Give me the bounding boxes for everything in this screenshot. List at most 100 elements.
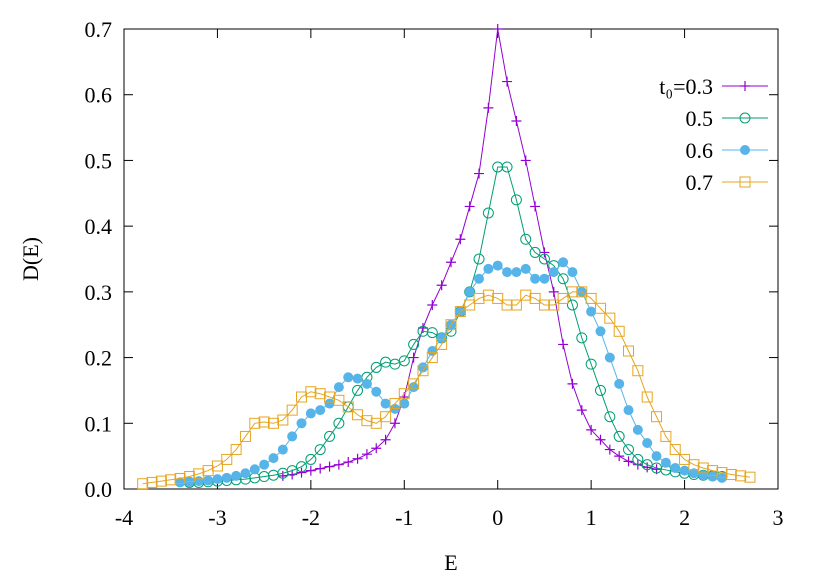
point [352,373,363,384]
point [604,352,615,363]
point [530,273,541,284]
point [399,398,410,409]
point [305,453,317,465]
point [688,468,699,479]
point [576,332,588,344]
point [604,312,616,324]
point [632,365,644,377]
point [473,292,485,304]
point [183,471,195,483]
point [146,476,158,488]
point [249,464,260,475]
point [548,286,559,297]
y-tick-label: 0.0 [85,477,113,502]
point [436,332,447,343]
point [660,457,671,468]
point [688,459,700,471]
point [492,24,503,34]
point [352,384,364,396]
point [623,444,635,456]
point [324,398,335,409]
point [464,201,475,212]
point [604,444,615,455]
point [576,405,587,416]
point [538,253,550,265]
point [492,260,503,271]
point [520,155,531,166]
point [239,430,251,442]
point [501,161,513,173]
x-tick-label: 2 [679,505,690,530]
point [230,444,242,456]
point [324,461,335,472]
point [193,476,204,487]
legend-marker [740,145,750,155]
point [642,438,653,448]
point [361,415,373,427]
point [670,462,681,473]
point [530,201,541,212]
point [193,468,205,480]
point [174,472,186,484]
point [483,102,494,113]
point [520,263,531,274]
point [380,411,392,423]
point [221,472,232,483]
point [370,417,382,429]
y-tick-label: 0.2 [85,346,113,371]
point [371,386,382,397]
point [595,326,606,337]
point [529,246,541,258]
point [614,451,625,462]
point [558,257,569,268]
x-tick-label: -2 [302,505,320,530]
point [305,386,317,398]
point [698,470,709,481]
point [343,457,354,468]
point [707,465,719,477]
point [567,267,578,278]
point [474,168,485,179]
point [417,362,428,373]
point [427,346,438,356]
point [333,394,345,406]
point [380,434,391,445]
point [454,306,466,318]
point [361,449,372,460]
point [258,416,270,428]
point [482,289,494,301]
point [249,417,261,429]
point [464,299,476,311]
point [398,388,410,400]
y-tick-label: 0.6 [85,83,113,108]
point [286,404,298,416]
point [566,299,578,311]
point [427,300,438,310]
point [361,378,372,389]
point [548,299,560,311]
point [343,372,354,383]
point [502,76,513,87]
y-tick-label: 0.1 [85,411,113,436]
point [567,378,578,389]
point [305,465,316,476]
point [586,424,597,435]
point [408,352,419,363]
y-tick-label: 0.5 [85,148,113,173]
point [314,388,326,400]
point [604,411,616,423]
point [221,453,233,465]
point [651,411,663,423]
point [286,465,298,477]
point [342,401,354,413]
point [155,475,167,487]
point [660,430,672,442]
point [277,444,288,455]
point [539,247,550,258]
point [632,453,644,465]
point [651,451,662,462]
point [212,474,223,485]
y-axis-label: D(E) [18,237,43,281]
point [315,405,326,416]
point [137,478,149,490]
